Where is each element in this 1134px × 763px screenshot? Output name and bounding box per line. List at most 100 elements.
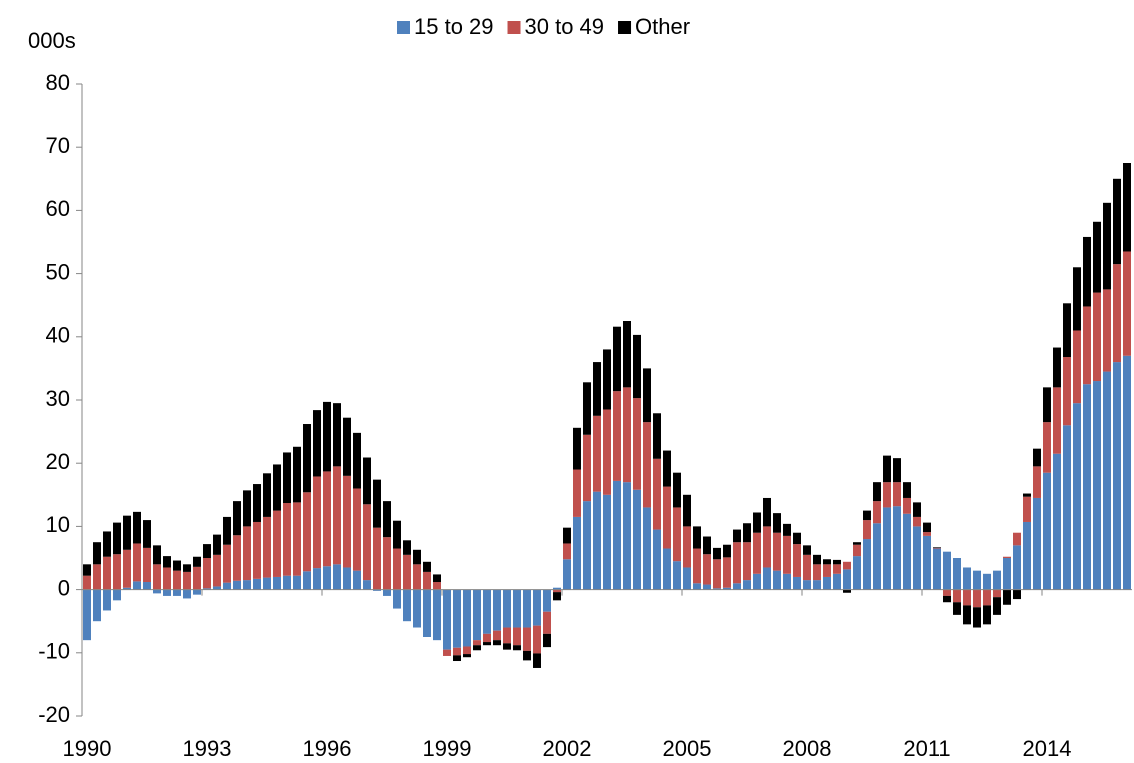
bar bbox=[383, 589, 391, 596]
bar bbox=[243, 580, 251, 590]
bar bbox=[863, 539, 871, 590]
y-tick-label: -20 bbox=[38, 702, 70, 727]
bar bbox=[603, 494, 611, 590]
bar bbox=[903, 482, 911, 498]
bar bbox=[1073, 403, 1081, 590]
bar bbox=[243, 526, 251, 581]
bar bbox=[183, 564, 191, 572]
bar bbox=[853, 556, 861, 590]
bar bbox=[943, 589, 951, 596]
bar bbox=[853, 544, 861, 557]
bar bbox=[563, 559, 571, 590]
bar bbox=[573, 516, 581, 590]
y-tick-label: -10 bbox=[38, 639, 70, 664]
bar bbox=[323, 566, 331, 590]
bar bbox=[463, 654, 471, 658]
bar bbox=[613, 480, 621, 590]
bar bbox=[1043, 422, 1051, 473]
bar bbox=[503, 627, 511, 644]
bar bbox=[533, 625, 541, 654]
x-tick-label: 2005 bbox=[663, 736, 712, 761]
bar bbox=[343, 475, 351, 568]
bar bbox=[453, 589, 461, 648]
bar bbox=[353, 570, 361, 590]
bar bbox=[723, 587, 731, 590]
bar bbox=[533, 589, 541, 626]
bar bbox=[993, 570, 1001, 590]
bar bbox=[1113, 264, 1121, 363]
bar bbox=[793, 576, 801, 590]
bar bbox=[913, 526, 921, 590]
bar bbox=[993, 589, 1001, 598]
bar bbox=[473, 589, 481, 641]
bar bbox=[153, 545, 161, 565]
bar bbox=[803, 554, 811, 581]
bar bbox=[83, 575, 91, 590]
bar bbox=[1003, 589, 1011, 605]
bar bbox=[623, 321, 631, 388]
bar bbox=[163, 589, 171, 596]
bar bbox=[863, 510, 871, 521]
bar bbox=[293, 575, 301, 590]
bar bbox=[1023, 493, 1031, 497]
bar bbox=[93, 564, 101, 590]
y-tick-label: 60 bbox=[46, 196, 70, 221]
bar bbox=[223, 516, 231, 545]
bar bbox=[1073, 330, 1081, 404]
bar bbox=[553, 587, 561, 590]
bar bbox=[273, 510, 281, 577]
bar bbox=[1083, 236, 1091, 307]
bar bbox=[333, 403, 341, 467]
bar bbox=[283, 503, 291, 576]
bar bbox=[973, 570, 981, 590]
bar bbox=[653, 458, 661, 530]
bar bbox=[293, 502, 301, 576]
bar bbox=[1003, 556, 1011, 558]
bar bbox=[293, 446, 301, 503]
bar bbox=[1053, 347, 1061, 388]
bar bbox=[243, 490, 251, 527]
bar bbox=[693, 526, 701, 549]
bar bbox=[803, 580, 811, 590]
bar bbox=[1013, 545, 1021, 590]
bar bbox=[583, 382, 591, 435]
bar bbox=[553, 592, 561, 601]
bar bbox=[253, 484, 261, 522]
bar bbox=[793, 544, 801, 577]
bar bbox=[253, 578, 261, 590]
bar bbox=[643, 422, 651, 508]
bar bbox=[703, 584, 711, 590]
bar bbox=[113, 589, 121, 601]
bar bbox=[673, 472, 681, 508]
bar bbox=[593, 415, 601, 492]
bar bbox=[263, 473, 271, 517]
bar bbox=[543, 589, 551, 612]
x-tick-label: 1996 bbox=[303, 736, 352, 761]
bar bbox=[953, 558, 961, 590]
bar bbox=[363, 457, 371, 505]
bar bbox=[973, 589, 981, 608]
bar bbox=[513, 589, 521, 628]
y-tick-label: 80 bbox=[46, 70, 70, 95]
bar bbox=[583, 501, 591, 590]
bar bbox=[1023, 521, 1031, 590]
bar bbox=[763, 526, 771, 568]
bar bbox=[963, 589, 971, 606]
bar bbox=[703, 536, 711, 555]
bar bbox=[833, 559, 841, 565]
bar bbox=[1073, 267, 1081, 331]
bar bbox=[693, 548, 701, 584]
bar bbox=[1123, 355, 1131, 590]
bar bbox=[463, 646, 471, 655]
bar bbox=[723, 557, 731, 588]
bar bbox=[1023, 496, 1031, 522]
bar bbox=[173, 560, 181, 571]
bar bbox=[413, 589, 421, 628]
bar bbox=[173, 589, 181, 596]
bar bbox=[393, 589, 401, 609]
bar bbox=[273, 464, 281, 511]
bar bbox=[623, 482, 631, 590]
bar bbox=[783, 535, 791, 574]
bar bbox=[493, 630, 501, 641]
legend-swatch bbox=[397, 21, 410, 34]
